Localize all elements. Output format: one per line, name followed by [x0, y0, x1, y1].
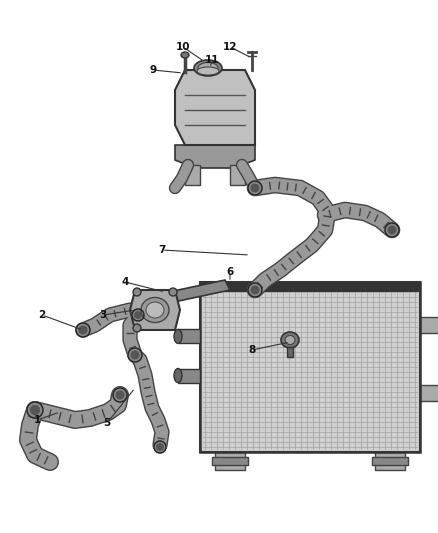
Text: 9: 9 — [149, 65, 156, 75]
Ellipse shape — [281, 332, 299, 348]
Ellipse shape — [146, 302, 164, 318]
Circle shape — [31, 406, 39, 414]
Bar — [420, 384, 438, 400]
Circle shape — [248, 181, 262, 195]
Text: 10: 10 — [176, 42, 190, 52]
Bar — [200, 282, 420, 452]
Circle shape — [251, 184, 259, 192]
Ellipse shape — [197, 67, 219, 75]
Text: 5: 5 — [103, 418, 111, 428]
Circle shape — [113, 388, 127, 402]
Polygon shape — [130, 290, 180, 330]
Circle shape — [76, 323, 90, 337]
Ellipse shape — [181, 52, 189, 58]
Bar — [230, 165, 245, 185]
Text: 3: 3 — [99, 310, 106, 320]
Text: 1: 1 — [33, 415, 41, 425]
Ellipse shape — [169, 288, 177, 296]
Bar — [375, 452, 405, 470]
Circle shape — [248, 283, 262, 297]
Circle shape — [79, 326, 87, 334]
Circle shape — [132, 309, 144, 321]
Circle shape — [135, 312, 141, 318]
Bar — [185, 165, 200, 185]
Text: 8: 8 — [248, 345, 256, 355]
Text: 2: 2 — [39, 310, 46, 320]
Text: 4: 4 — [121, 277, 129, 287]
Bar — [212, 457, 248, 465]
Text: 11: 11 — [205, 55, 219, 65]
Bar — [372, 457, 408, 465]
Bar — [200, 282, 420, 292]
Bar — [178, 368, 200, 383]
Ellipse shape — [194, 60, 222, 76]
Circle shape — [154, 441, 166, 453]
Circle shape — [157, 443, 163, 450]
Ellipse shape — [174, 368, 182, 383]
Text: 7: 7 — [158, 245, 166, 255]
Ellipse shape — [133, 288, 141, 296]
Circle shape — [131, 351, 139, 359]
Polygon shape — [155, 280, 230, 305]
Ellipse shape — [141, 297, 169, 322]
Text: 6: 6 — [226, 267, 233, 277]
Ellipse shape — [133, 324, 141, 332]
Circle shape — [388, 226, 396, 234]
Ellipse shape — [285, 335, 295, 344]
Bar — [215, 452, 245, 470]
Circle shape — [27, 402, 43, 418]
Circle shape — [116, 391, 124, 399]
Bar — [178, 329, 200, 343]
Polygon shape — [200, 282, 420, 452]
Bar — [420, 317, 438, 333]
Text: 12: 12 — [223, 42, 237, 52]
Circle shape — [128, 348, 142, 362]
Ellipse shape — [198, 62, 218, 74]
Bar — [287, 347, 293, 357]
Circle shape — [251, 286, 259, 294]
Polygon shape — [175, 145, 255, 168]
Ellipse shape — [174, 329, 182, 343]
Circle shape — [385, 223, 399, 237]
Polygon shape — [175, 70, 255, 145]
